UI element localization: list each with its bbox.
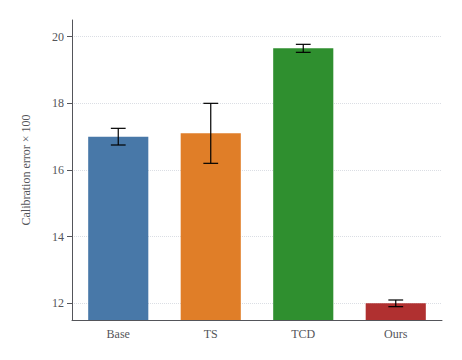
- svg-text:TCD: TCD: [291, 327, 315, 341]
- svg-text:20: 20: [52, 30, 64, 44]
- svg-text:18: 18: [52, 96, 64, 110]
- svg-text:TS: TS: [204, 327, 218, 341]
- svg-text:12: 12: [52, 296, 64, 310]
- svg-text:Calibration error × 100: Calibration error × 100: [19, 114, 33, 225]
- svg-text:Ours: Ours: [384, 327, 408, 341]
- svg-text:16: 16: [52, 163, 64, 177]
- svg-text:14: 14: [52, 230, 64, 244]
- svg-text:Base: Base: [107, 327, 130, 341]
